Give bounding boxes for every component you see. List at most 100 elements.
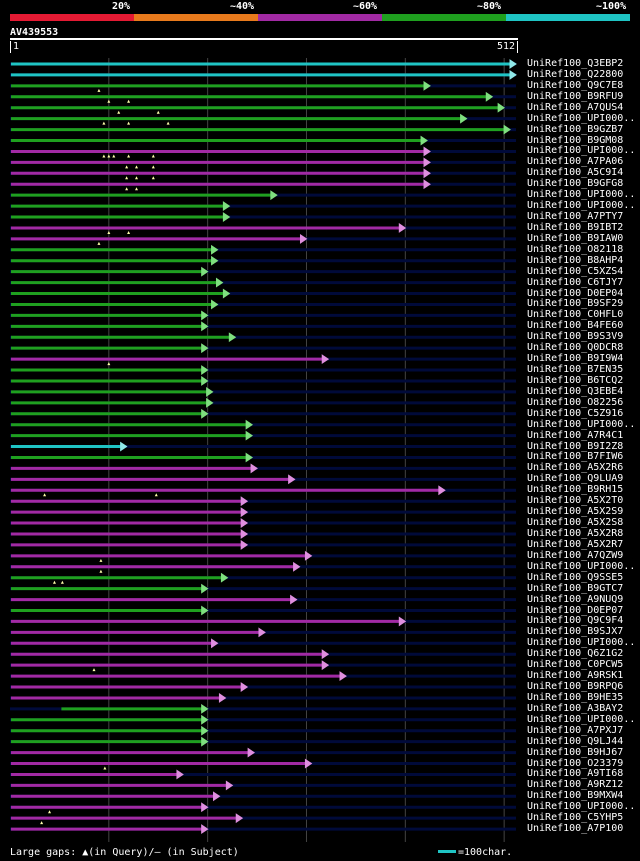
hit-name-link[interactable]: UniRef100_UPI000..: [527, 112, 636, 124]
hit-name-link[interactable]: UniRef100_A5X2R6: [527, 462, 624, 474]
hit-name-link[interactable]: UniRef100_B9GM08: [527, 134, 624, 146]
hit-arrow-icon: [423, 80, 431, 91]
hit-name-link[interactable]: UniRef100_A7QUS4: [527, 101, 624, 113]
query-gap-icon: [103, 766, 107, 770]
hit-name-link[interactable]: UniRef100_A7R4C1: [527, 429, 624, 441]
ruler-end: 512: [496, 41, 515, 52]
hit-name-link[interactable]: UniRef100_UPI000..: [527, 145, 636, 157]
hit-name-link[interactable]: UniRef100_B9HE35: [527, 691, 624, 703]
hit-name-link[interactable]: UniRef100_B8AHP4: [527, 254, 624, 266]
hit-name-link[interactable]: UniRef100_A7P100: [527, 823, 624, 835]
query-gap-icon: [107, 230, 111, 234]
hit-name-link[interactable]: UniRef100_Q9C7E8: [527, 79, 624, 91]
hit-name-link[interactable]: UniRef100_B9SF29: [527, 298, 624, 310]
hit-name-link[interactable]: UniRef100_UPI000..: [527, 713, 636, 725]
hit-name-link[interactable]: UniRef100_Q22800: [527, 68, 624, 80]
query-gap-icon: [52, 580, 56, 584]
hit-name-link[interactable]: UniRef100_B9HJ67: [527, 746, 624, 758]
hit-name-link[interactable]: UniRef100_A5C9I4: [527, 167, 624, 179]
hit-name-link[interactable]: UniRef100_D0EP07: [527, 604, 624, 616]
hit-name-link[interactable]: UniRef100_B9SJX7: [527, 626, 624, 638]
hit-name-link[interactable]: UniRef100_A5X2T0: [527, 495, 624, 507]
hit-arrow-icon: [201, 802, 209, 813]
hit-name-link[interactable]: UniRef100_D0EP04: [527, 287, 624, 299]
hit-name-link[interactable]: UniRef100_Q0DCR8: [527, 342, 624, 354]
hit-arrow-icon: [240, 529, 249, 539]
hit-name-link[interactable]: UniRef100_B9GZB7: [527, 123, 624, 135]
hit-arrow-icon: [201, 703, 209, 714]
query-gap-icon: [107, 362, 111, 366]
hit-name-link[interactable]: UniRef100_UPI000..: [527, 200, 636, 212]
hit-name-link[interactable]: UniRef100_UPI000..: [527, 189, 636, 201]
hit-name-link[interactable]: UniRef100_C5YHP5: [527, 812, 624, 824]
hit-arrow-icon: [240, 518, 249, 528]
hit-name-link[interactable]: UniRef100_B7EN35: [527, 364, 624, 376]
hit-arrow-icon: [497, 102, 506, 113]
hit-name-link[interactable]: UniRef100_Q3EBE4: [527, 385, 624, 397]
hit-name-link[interactable]: UniRef100_B9RH15: [527, 484, 624, 496]
hit-arrow-icon: [245, 419, 254, 430]
query-gap-icon: [48, 810, 52, 814]
hit-name-link[interactable]: UniRef100_UPI000..: [527, 801, 636, 813]
hit-name-link[interactable]: UniRef100_B9I9W4: [527, 353, 624, 365]
hit-arrow-icon: [120, 441, 128, 452]
hit-name-link[interactable]: UniRef100_A5X2S9: [527, 506, 624, 518]
hit-name-link[interactable]: UniRef100_A7PXJ7: [527, 724, 624, 736]
hit-name-link[interactable]: UniRef100_O23379: [527, 757, 624, 769]
hit-arrow-icon: [290, 594, 298, 605]
hit-arrow-icon: [321, 354, 330, 365]
hit-name-link[interactable]: UniRef100_B9S3V9: [527, 331, 624, 343]
hit-arrow-icon: [222, 288, 231, 299]
hit-name-link[interactable]: UniRef100_A9TI68: [527, 768, 624, 780]
hit-arrow-icon: [206, 397, 214, 408]
hit-name-link[interactable]: UniRef100_B4FE60: [527, 320, 624, 332]
query-gap-icon: [135, 165, 138, 169]
query-gap-icon: [99, 569, 103, 573]
hit-name-link[interactable]: UniRef100_A3BAY2: [527, 702, 624, 714]
hit-name-link[interactable]: UniRef100_A9NUQ9: [527, 593, 624, 605]
query-gap-icon: [102, 121, 106, 125]
hit-name-link[interactable]: UniRef100_B9RPQ6: [527, 681, 624, 692]
hit-name-link[interactable]: UniRef100_UPI000..: [527, 560, 636, 572]
hit-name-link[interactable]: UniRef100_B9I2Z8: [527, 440, 624, 452]
hit-name-link[interactable]: UniRef100_Q9C9F4: [527, 615, 624, 627]
hit-name-link[interactable]: UniRef100_A7PA06: [527, 156, 624, 168]
hit-name-link[interactable]: UniRef100_C0HFL0: [527, 309, 624, 321]
hit-name-link[interactable]: UniRef100_B6TCQ2: [527, 374, 624, 386]
hit-name-link[interactable]: UniRef100_B9IBT2: [527, 221, 624, 233]
hit-name-link[interactable]: UniRef100_A5X2R7: [527, 538, 624, 550]
hit-name-link[interactable]: UniRef100_A5X2S8: [527, 517, 624, 529]
hit-name-link[interactable]: UniRef100_UPI000..: [527, 418, 636, 430]
hit-arrow-icon: [398, 616, 407, 627]
hit-name-link[interactable]: UniRef100_B9GFG8: [527, 178, 624, 190]
hit-name-link[interactable]: UniRef100_Q9LUA9: [527, 473, 624, 485]
hit-name-link[interactable]: UniRef100_B9GTC7: [527, 582, 624, 594]
hit-name-link[interactable]: UniRef100_Q9LJ44: [527, 735, 624, 747]
hit-name-link[interactable]: UniRef100_C0PCW5: [527, 659, 624, 671]
hit-name-link[interactable]: UniRef100_C6TJY7: [527, 276, 624, 288]
hit-arrow-icon: [398, 223, 407, 233]
hit-name-link[interactable]: UniRef100_O82256: [527, 396, 624, 408]
hit-name-link[interactable]: UniRef100_Q9SSE5: [527, 571, 624, 583]
hit-name-link[interactable]: UniRef100_B9MXW4: [527, 790, 624, 802]
hit-name-link[interactable]: UniRef100_Q3EBP2: [527, 58, 624, 69]
hit-arrow-icon: [206, 386, 214, 397]
query-gap-icon: [127, 99, 131, 103]
hit-name-link[interactable]: UniRef100_O82118: [527, 243, 624, 255]
hit-name-link[interactable]: UniRef100_A7QZW9: [527, 549, 624, 561]
hit-name-link[interactable]: UniRef100_Q6Z1G2: [527, 648, 624, 660]
hit-name-link[interactable]: UniRef100_UPI000..: [527, 637, 636, 649]
hit-name-link[interactable]: UniRef100_A5X2R8: [527, 527, 624, 539]
hit-name-link[interactable]: UniRef100_C5Z916: [527, 407, 624, 419]
hit-name-link[interactable]: UniRef100_B9RFU9: [527, 90, 624, 102]
hit-arrow-icon: [339, 671, 347, 682]
hit-name-link[interactable]: UniRef100_B9IAW0: [527, 232, 624, 244]
query-gap-icon: [125, 165, 129, 169]
hit-name-link[interactable]: UniRef100_A9RZ12: [527, 779, 624, 791]
hit-name-link[interactable]: UniRef100_A7PTY7: [527, 211, 624, 223]
hit-name-link[interactable]: UniRef100_B7FIW6: [527, 451, 624, 463]
hit-arrow-icon: [201, 824, 209, 835]
hit-name-link[interactable]: UniRef100_A9RSK1: [527, 670, 624, 682]
hit-name-link[interactable]: UniRef100_C5XZS4: [527, 265, 624, 277]
hit-arrow-icon: [247, 747, 256, 758]
